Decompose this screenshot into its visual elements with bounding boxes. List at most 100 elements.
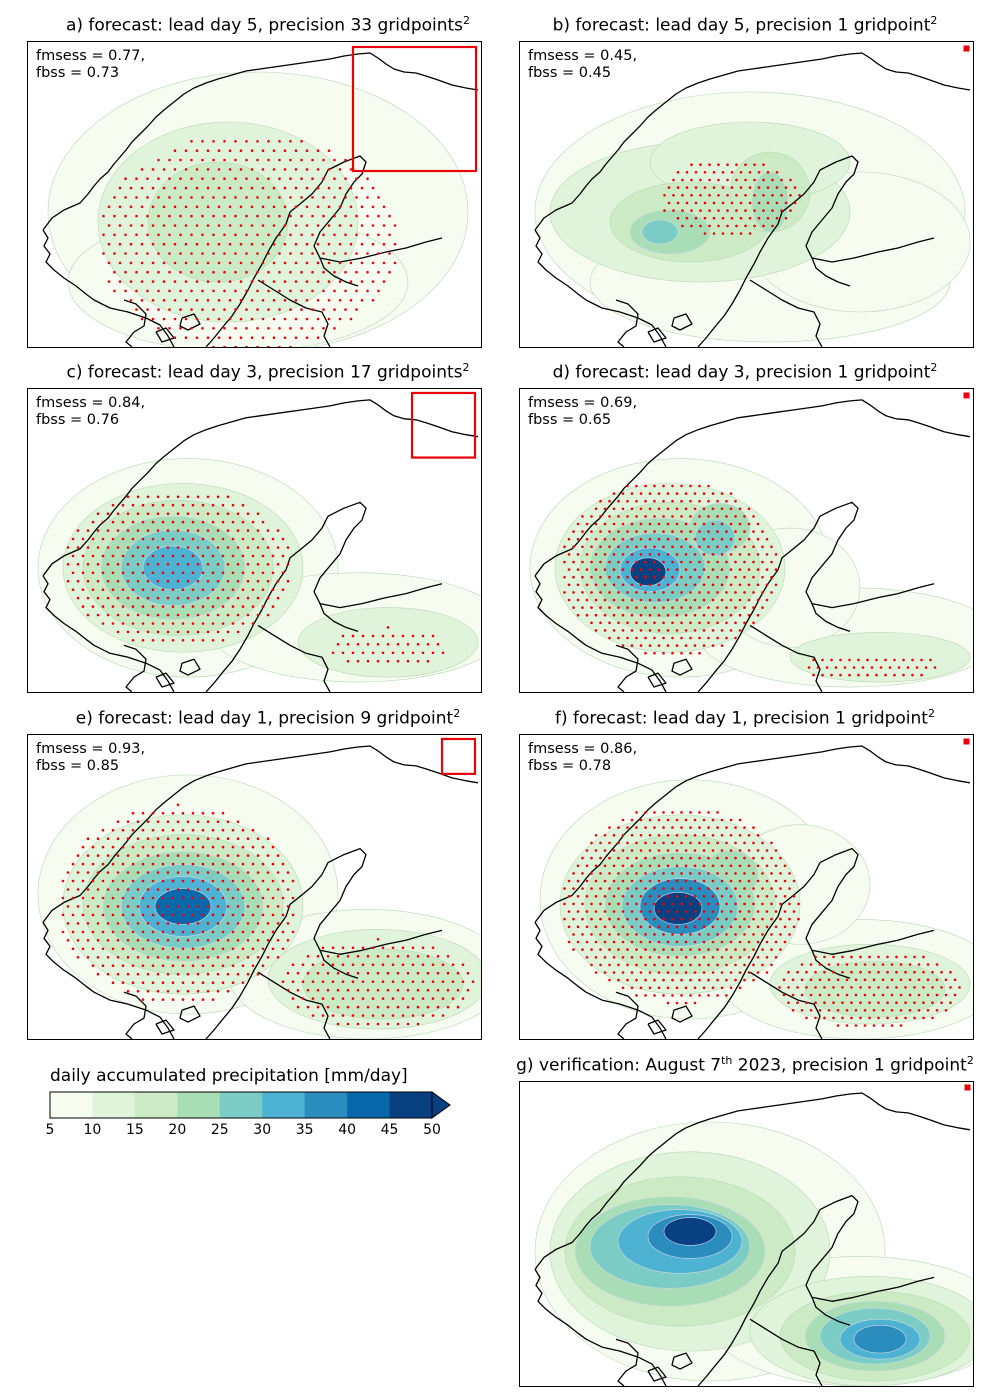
coastline-bothnia: [805, 155, 935, 263]
significance-dot: [131, 981, 135, 984]
significance-dot: [599, 887, 602, 890]
significance-dot: [771, 178, 774, 182]
significance-dot: [71, 571, 75, 575]
significance-dot: [648, 629, 652, 632]
significance-dot: [190, 252, 193, 255]
significance-dot: [261, 537, 265, 541]
significance-dot: [563, 591, 566, 594]
significance-dot: [689, 856, 692, 860]
significance-dot: [184, 242, 188, 246]
significance-dot: [256, 327, 259, 330]
significance-dot: [101, 622, 105, 625]
significance-dot: [707, 887, 710, 890]
significance-dot: [743, 826, 746, 829]
significance-dot: [140, 168, 144, 171]
significance-dot: [386, 626, 390, 629]
significance-dot: [796, 986, 799, 989]
significance-dot: [630, 849, 634, 852]
significance-dot: [832, 970, 835, 974]
significance-dot: [344, 308, 347, 311]
significance-dot: [929, 658, 932, 662]
significance-dot: [221, 828, 225, 832]
significance-dot: [162, 224, 166, 227]
significance-dot: [693, 507, 697, 511]
significance-dot: [223, 233, 226, 237]
significance-dot: [135, 308, 138, 311]
significance-dot: [121, 845, 125, 849]
significance-dot: [707, 872, 710, 875]
significance-dot: [344, 252, 347, 255]
significance-dot: [121, 896, 125, 900]
significance-dot: [848, 673, 851, 677]
significance-dot: [702, 879, 706, 883]
significance-dot: [765, 583, 769, 587]
significance-dot: [116, 563, 120, 566]
significance-dot: [721, 201, 725, 205]
significance-dot: [355, 196, 358, 199]
significance-dot: [621, 507, 625, 511]
significance-dot: [797, 902, 800, 906]
significance-dot: [344, 196, 347, 199]
significance-dot: [191, 520, 195, 524]
significance-dot: [639, 568, 643, 571]
significance-dot: [311, 158, 314, 162]
significance-dot: [101, 588, 105, 591]
significance-dot: [639, 507, 643, 511]
significance-dot: [680, 963, 683, 967]
significance-dot: [729, 834, 733, 837]
significance-dot: [226, 939, 230, 942]
significance-dot: [61, 913, 65, 917]
significance-dot: [707, 963, 710, 967]
significance-dot: [322, 214, 325, 218]
significance-dot: [680, 856, 683, 860]
significance-dot: [196, 972, 200, 976]
significance-dot: [689, 530, 692, 533]
significance-dot: [181, 571, 185, 575]
significance-dot: [272, 168, 276, 171]
significance-dot: [250, 205, 254, 209]
significance-dot: [349, 299, 353, 302]
significance-dot: [355, 214, 358, 218]
significance-dot: [834, 666, 838, 669]
significance-dot: [246, 563, 250, 566]
significance-dot: [761, 963, 764, 967]
significance-dot: [446, 971, 450, 975]
significance-dot: [635, 826, 638, 829]
significance-dot: [926, 1009, 930, 1012]
significance-dot: [630, 986, 634, 990]
significance-dot: [729, 895, 733, 898]
significance-dot: [386, 1005, 390, 1009]
significance-dot: [639, 956, 643, 959]
significance-dot: [725, 826, 728, 829]
significance-dot: [91, 930, 95, 934]
significance-dot: [599, 591, 602, 594]
significance-dot: [729, 864, 733, 868]
significance-dot: [246, 596, 250, 600]
significance-dot: [241, 622, 245, 625]
significance-dot: [608, 887, 611, 890]
significance-dot: [576, 613, 580, 617]
significance-dot: [747, 537, 751, 541]
significance-dot: [151, 205, 155, 209]
significance-dot: [226, 871, 230, 874]
significance-dot: [729, 956, 733, 959]
significance-dot: [176, 854, 180, 857]
significance-dot: [653, 560, 656, 564]
significance-dot: [181, 554, 185, 558]
significance-dot: [416, 1005, 420, 1009]
significance-dot: [366, 196, 369, 199]
panel-title-g: g) verification: August 7th 2023, precis…: [516, 1054, 974, 1076]
significance-dot: [411, 980, 415, 983]
significance-dot: [707, 856, 710, 860]
significance-dot: [406, 955, 410, 958]
significance-dot: [765, 879, 769, 883]
significance-dot: [792, 879, 796, 883]
significance-dot: [730, 216, 734, 220]
significance-dot: [599, 575, 602, 579]
significance-dot: [246, 512, 250, 515]
significance-dot: [151, 242, 155, 246]
significance-dot: [585, 895, 589, 898]
significance-dot: [617, 606, 620, 609]
significance-dot: [698, 902, 701, 906]
significance-dot: [216, 495, 220, 499]
